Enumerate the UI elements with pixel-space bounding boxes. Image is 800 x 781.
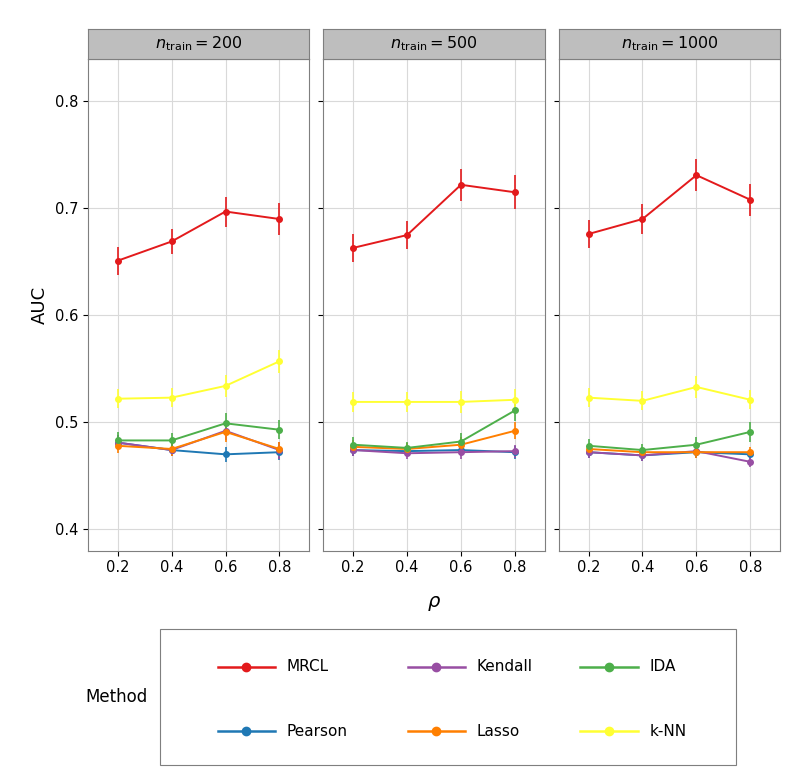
Text: $\rho$: $\rho$ (426, 594, 441, 612)
Text: Method: Method (85, 688, 147, 706)
Text: $n_{\mathrm{train}} = 1000$: $n_{\mathrm{train}} = 1000$ (621, 34, 718, 53)
Text: Lasso: Lasso (477, 724, 520, 739)
Text: k-NN: k-NN (650, 724, 686, 739)
Text: $n_{\mathrm{train}} = 200$: $n_{\mathrm{train}} = 200$ (154, 34, 242, 53)
Text: MRCL: MRCL (286, 659, 329, 675)
Text: Kendall: Kendall (477, 659, 533, 675)
Text: Pearson: Pearson (286, 724, 348, 739)
Text: $n_{\mathrm{train}} = 500$: $n_{\mathrm{train}} = 500$ (390, 34, 478, 53)
Text: IDA: IDA (650, 659, 676, 675)
Y-axis label: AUC: AUC (31, 286, 50, 323)
